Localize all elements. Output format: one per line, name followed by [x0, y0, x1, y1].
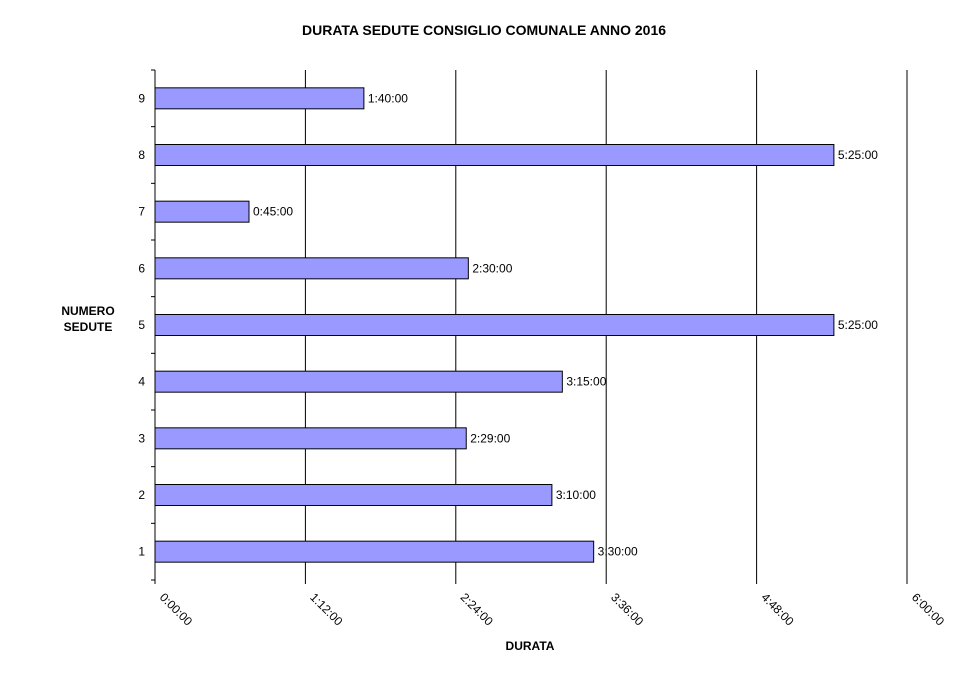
x-tick-label: 4:48:00 [758, 590, 796, 628]
bar [154, 200, 250, 223]
data-label: 0:45:00 [253, 205, 293, 219]
x-tick-label: 0:00:00 [157, 590, 195, 628]
bar [154, 144, 835, 166]
y-tick-label: 9 [138, 91, 145, 105]
y-tick-label: 5 [138, 318, 145, 332]
data-label: 2:30:00 [472, 261, 512, 275]
x-tick-label: 6:00:00 [909, 590, 947, 628]
data-label: 5:25:00 [838, 318, 878, 332]
x-tick-label: 1:12:00 [307, 590, 345, 628]
data-label: 3:15:00 [566, 375, 606, 389]
data-label: 3:30:00 [598, 545, 638, 559]
chart-title: DURATA SEDUTE CONSIGLIO COMUNALE ANNO 20… [301, 22, 667, 38]
data-label: 1:40:00 [368, 91, 408, 105]
bar [154, 427, 467, 450]
bar [154, 484, 553, 506]
y-tick-label: 8 [138, 148, 145, 162]
bar [154, 370, 563, 393]
data-label: 2:29:00 [470, 431, 510, 445]
data-label: 5:25:00 [838, 148, 878, 162]
x-tick-label: 3:36:00 [608, 590, 646, 628]
y-tick-label: 6 [138, 261, 145, 275]
bar [154, 257, 469, 280]
y-tick-label: 3 [138, 431, 145, 445]
bar [154, 314, 835, 336]
x-axis-label: DURATA [505, 639, 555, 653]
data-label: 3:10:00 [556, 488, 596, 502]
bar [154, 87, 365, 110]
y-tick-label: 4 [138, 375, 145, 389]
y-axis-label: NUMERO SEDUTE [61, 304, 115, 334]
y-tick-label: 7 [138, 205, 145, 219]
y-tick-label: 2 [138, 488, 145, 502]
y-tick-label: 1 [138, 545, 145, 559]
x-tick-label: 2:24:00 [458, 590, 496, 628]
bar [154, 540, 595, 563]
